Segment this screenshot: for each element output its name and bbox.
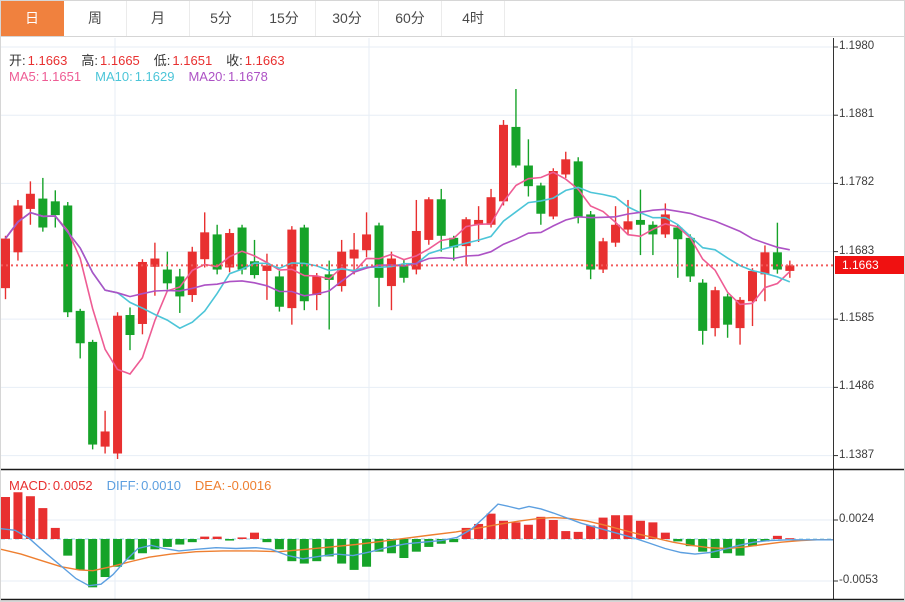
macd-axis-tick: -0.0053 — [839, 573, 879, 586]
price-axis-tick: 1.1782 — [839, 176, 875, 189]
tab-30分[interactable]: 30分 — [316, 1, 379, 36]
macd-diff-line — [1, 503, 833, 587]
tab-4时[interactable]: 4时 — [442, 1, 505, 36]
tab-15分[interactable]: 15分 — [253, 1, 316, 36]
tab-周[interactable]: 周 — [64, 1, 127, 36]
price-axis-tick: 1.1585 — [839, 312, 875, 325]
axis-borders — [1, 38, 904, 601]
tab-5分[interactable]: 5分 — [190, 1, 253, 36]
current-price-tag: 1.1663 — [835, 256, 904, 275]
tab-月[interactable]: 月 — [127, 1, 190, 36]
timeframe-tab-bar: 日周月 5分 15分 30分 60分 4时 — [1, 1, 904, 37]
price-axis-tick: 1.1387 — [839, 448, 875, 461]
moving-average-lines — [4, 171, 791, 375]
macd-histogram — [1, 492, 795, 588]
price-axis-tick: 1.1881 — [839, 108, 875, 121]
price-axis-tick: 1.1683 — [839, 244, 875, 257]
price-axis-tick: 1.1486 — [839, 380, 875, 393]
macd-axis-tick: 0.0024 — [839, 512, 875, 525]
grid-lines — [1, 38, 833, 599]
tab-日[interactable]: 日 — [1, 1, 64, 36]
macd-dea-line — [1, 516, 833, 572]
tab-60分[interactable]: 60分 — [379, 1, 442, 36]
price-axis-tick: 1.1980 — [839, 40, 875, 52]
candlesticks — [1, 89, 795, 460]
